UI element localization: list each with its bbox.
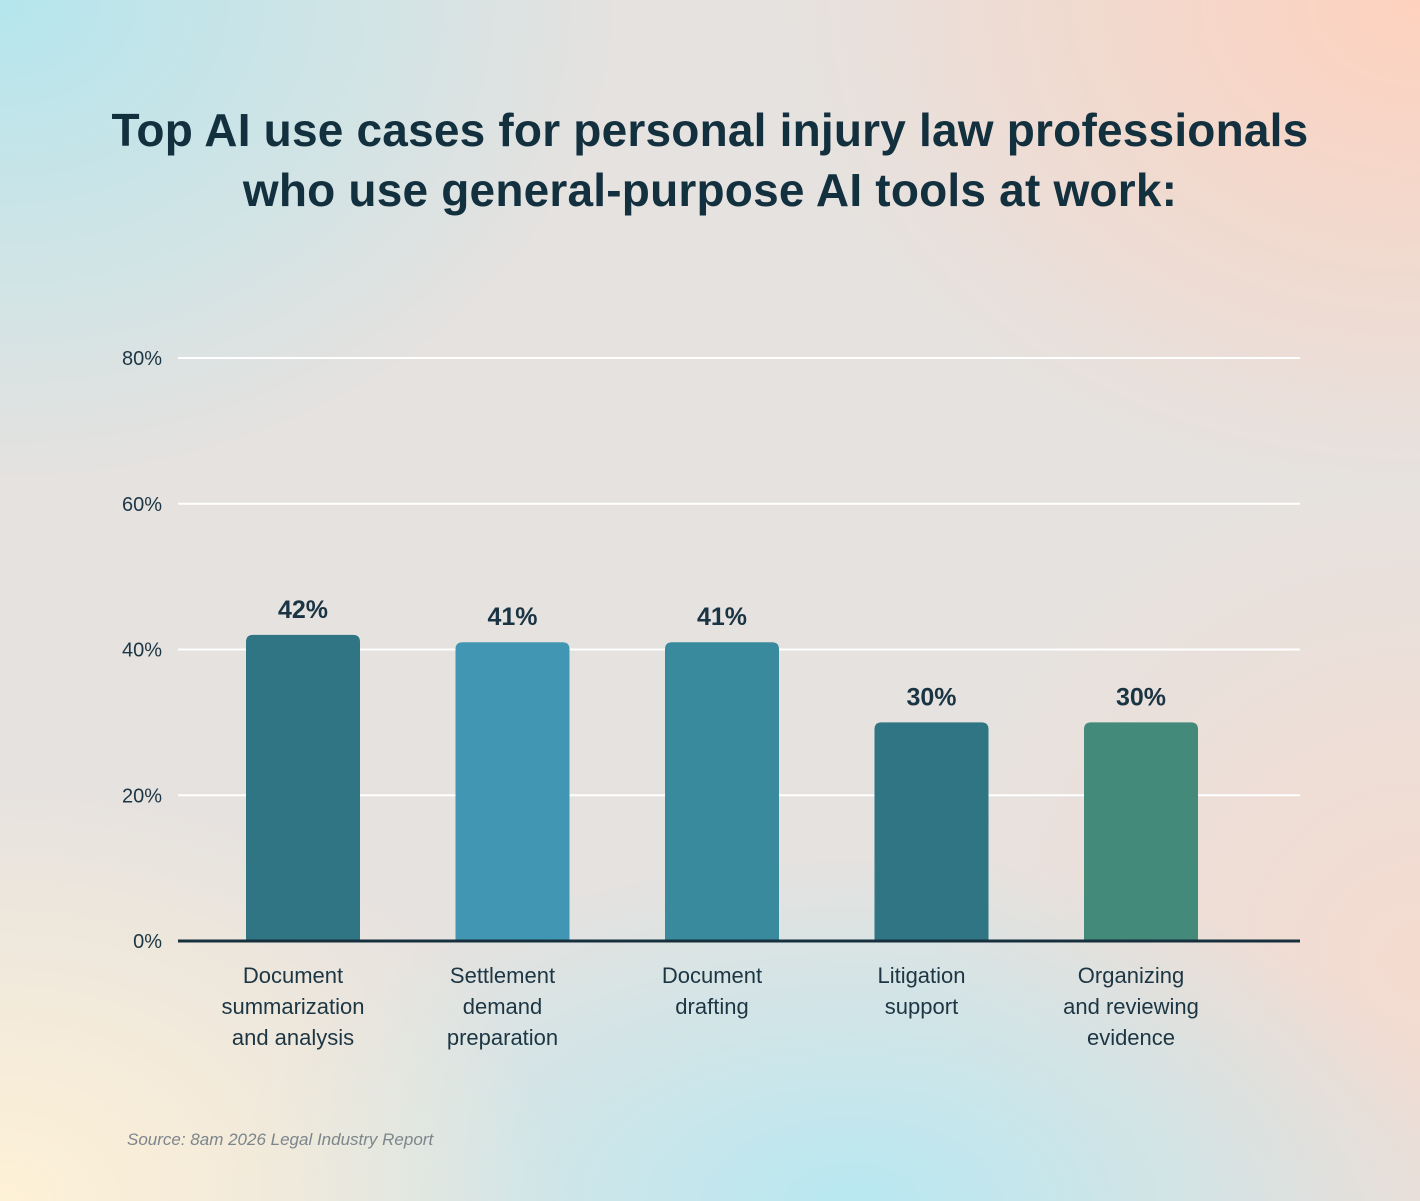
x-tick-label-line: evidence xyxy=(1087,1025,1175,1050)
data-label: 30% xyxy=(906,683,956,711)
x-tick-label-line: Organizing xyxy=(1078,963,1184,988)
chart-title: Top AI use cases for personal injury law… xyxy=(0,100,1420,220)
x-tick-label-line: preparation xyxy=(447,1025,558,1050)
x-tick-label-line: Settlement xyxy=(450,963,555,988)
x-tick-label-line: demand xyxy=(463,994,543,1019)
x-tick-label: Document summarization and analysis xyxy=(221,963,364,1050)
source-note: Source: 8am 2026 Legal Industry Report xyxy=(127,1130,434,1149)
x-tick-label-line: and analysis xyxy=(232,1025,354,1050)
x-tick-label-line: Document xyxy=(243,963,343,988)
x-tick-label-line: Litigation xyxy=(877,963,965,988)
y-tick-label: 0% xyxy=(133,931,162,953)
x-tick-label-line: drafting xyxy=(675,994,748,1019)
x-tick-label: Litigation support xyxy=(877,963,965,1019)
bar xyxy=(246,634,360,941)
x-tick-label: Organizing and reviewing evidence xyxy=(1063,963,1199,1050)
chart-title-line-2: who use general-purpose AI tools at work… xyxy=(242,164,1178,216)
bar xyxy=(874,722,989,941)
y-tick-label: 20% xyxy=(122,785,162,807)
data-label: 42% xyxy=(278,596,328,624)
bar xyxy=(665,642,779,941)
y-tick-label: 80% xyxy=(122,348,162,370)
x-tick-label-line: and reviewing xyxy=(1063,994,1199,1019)
bar xyxy=(1084,722,1198,941)
x-tick-label: Settlement demand preparation xyxy=(447,963,558,1050)
data-label: 30% xyxy=(1116,683,1166,711)
data-label: 41% xyxy=(487,603,537,631)
data-label: 41% xyxy=(697,603,747,631)
y-tick-label: 40% xyxy=(122,640,162,662)
y-tick-label: 60% xyxy=(122,494,162,516)
x-tick-label: Document drafting xyxy=(662,963,762,1019)
chart-title-line-1: Top AI use cases for personal injury law… xyxy=(111,104,1309,156)
x-tick-label-line: Document xyxy=(662,963,762,988)
x-tick-label-line: support xyxy=(885,994,958,1019)
bar xyxy=(455,642,570,941)
x-tick-label-line: summarization xyxy=(221,994,364,1019)
